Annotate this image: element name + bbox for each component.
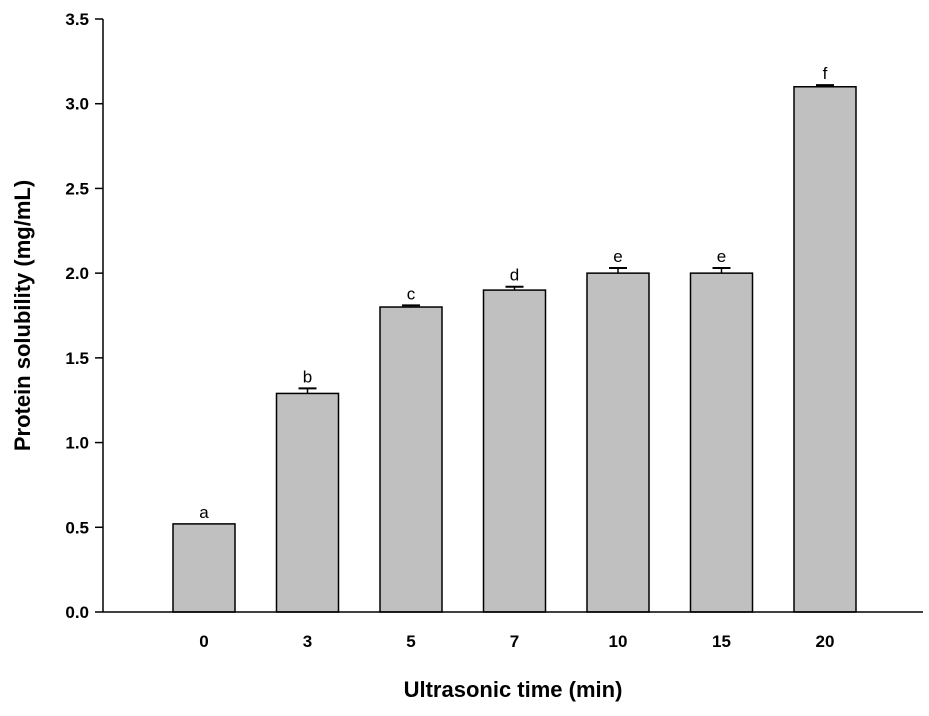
significance-label: e: [613, 247, 622, 266]
x-tick-label: 20: [816, 632, 835, 651]
bar: [793, 86, 857, 613]
significance-label: b: [303, 367, 312, 386]
y-tick-label: 3.5: [65, 10, 89, 29]
x-tick-label: 0: [199, 632, 208, 651]
y-ticks-layer: 0.0 0.5 1.0 1.5 2.0 2.5 3.0 3.5: [65, 10, 103, 622]
error-bars-layer: [298, 84, 834, 394]
x-tick-label: 3: [303, 632, 312, 651]
significance-labels-layer: a b c d e e f: [199, 64, 827, 522]
x-tick-label: 5: [406, 632, 415, 651]
bar: [172, 523, 236, 613]
y-tick-label: 2.5: [65, 179, 89, 198]
y-tick-label: 1.5: [65, 349, 89, 368]
bar: [275, 392, 340, 613]
bar: [689, 272, 754, 613]
y-axis-title: Protein solubility (mg/mL): [10, 180, 35, 451]
significance-label: f: [823, 64, 828, 83]
significance-label: a: [199, 503, 209, 522]
x-axis-title: Ultrasonic time (min): [404, 677, 623, 702]
bars-layer: [172, 86, 857, 613]
y-tick-label: 1.0: [65, 434, 89, 453]
bar: [379, 306, 443, 613]
bar: [586, 272, 650, 613]
y-tick-label: 0.0: [65, 603, 89, 622]
y-tick-label: 3.0: [65, 95, 89, 114]
x-ticks-layer: 0 3 5 7 10 15 20: [199, 632, 834, 651]
y-tick-label: 0.5: [65, 518, 89, 537]
x-tick-label: 7: [510, 632, 519, 651]
y-tick-label: 2.0: [65, 264, 89, 283]
significance-label: c: [407, 284, 416, 303]
x-tick-label: 10: [609, 632, 628, 651]
x-tick-label: 15: [712, 632, 731, 651]
significance-label: e: [717, 247, 726, 266]
bar: [482, 289, 547, 613]
significance-label: d: [510, 266, 519, 285]
axes-layer: [102, 19, 923, 613]
